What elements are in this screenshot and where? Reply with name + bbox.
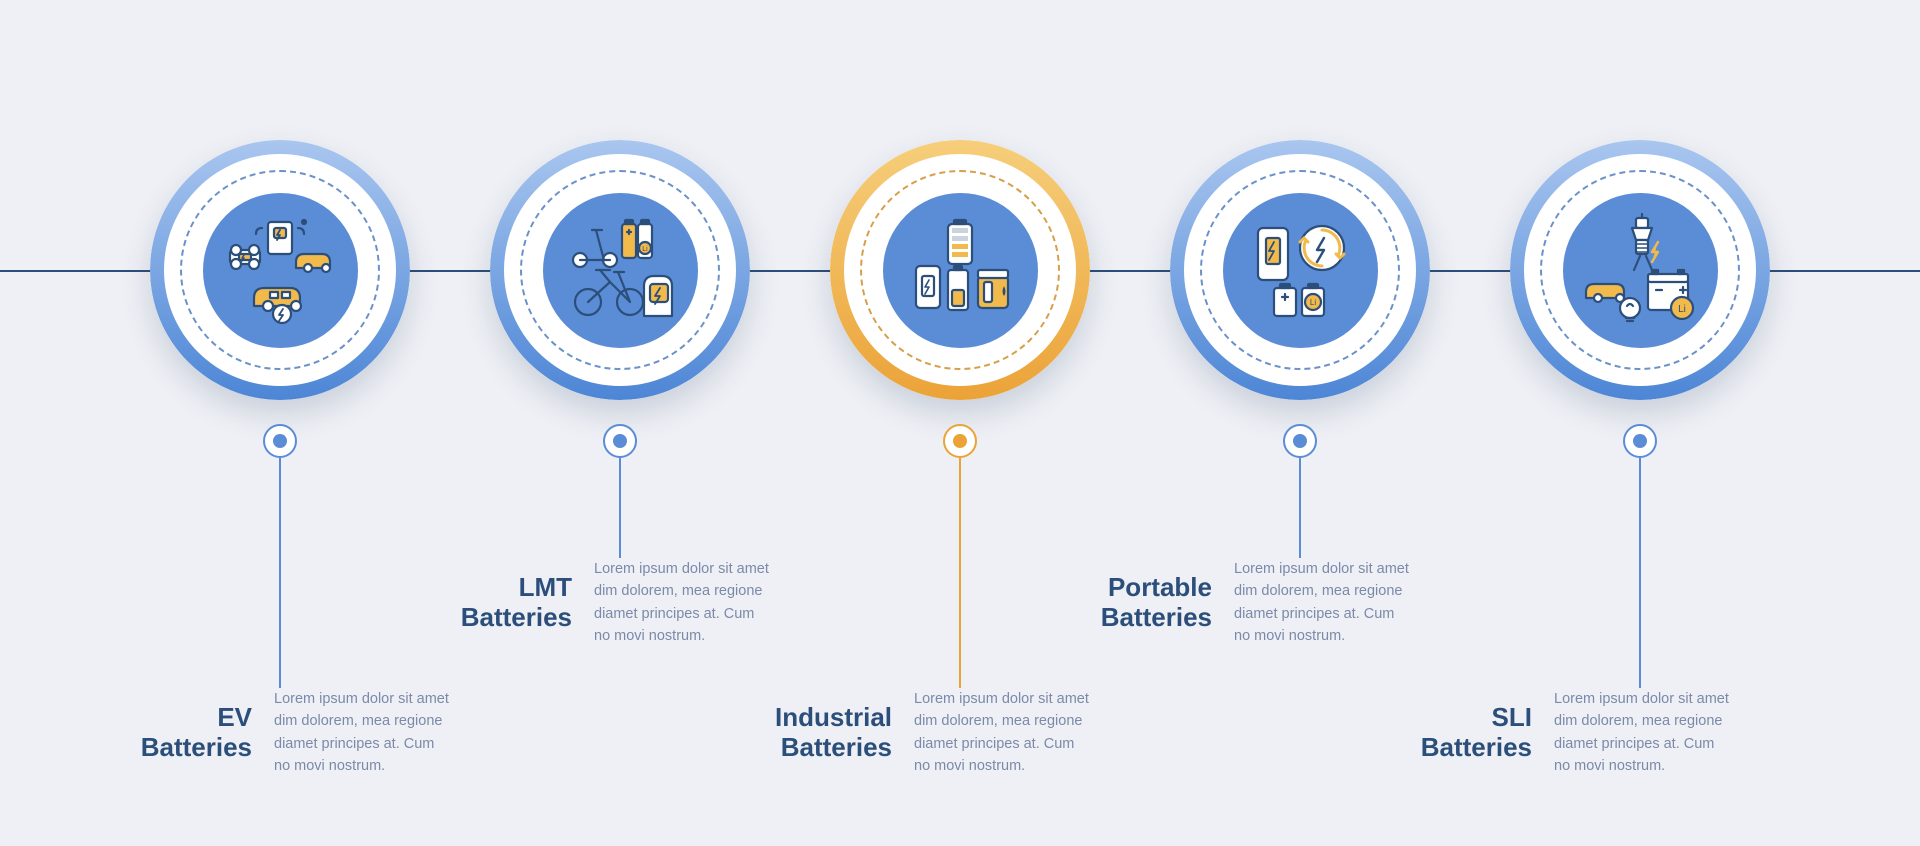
ring xyxy=(830,140,1090,400)
item-description: Lorem ipsum dolor sit amet dim dolorem, … xyxy=(1554,688,1732,778)
ring: Li xyxy=(1510,140,1770,400)
connector-stem xyxy=(619,458,621,558)
connector-stem xyxy=(1639,458,1641,688)
connector-node xyxy=(1283,424,1317,458)
svg-text:Li: Li xyxy=(1310,298,1316,307)
item-title: Industrial Batteries xyxy=(752,703,892,763)
ring xyxy=(150,140,410,400)
connector-node xyxy=(1623,424,1657,458)
svg-text:Li: Li xyxy=(1678,304,1686,315)
lmt-batteries-icon: Li xyxy=(543,193,698,348)
battery-item-sli: Li xyxy=(1500,140,1780,688)
ring: Li xyxy=(1170,140,1430,400)
text-block-portable: Portable Batteries Lorem ipsum dolor sit… xyxy=(1072,558,1412,648)
battery-item-industrial xyxy=(820,140,1100,688)
industrial-batteries-icon xyxy=(883,193,1038,348)
item-description: Lorem ipsum dolor sit amet dim dolorem, … xyxy=(914,688,1092,778)
connector-stem xyxy=(279,458,281,688)
item-title: Portable Batteries xyxy=(1072,573,1212,633)
infographic-row: Li xyxy=(0,140,1920,688)
connector-node xyxy=(943,424,977,458)
text-block-sli: SLI Batteries Lorem ipsum dolor sit amet… xyxy=(1392,688,1732,778)
text-block-industrial: Industrial Batteries Lorem ipsum dolor s… xyxy=(752,688,1092,778)
item-title: LMT Batteries xyxy=(432,573,572,633)
item-title: SLI Batteries xyxy=(1392,703,1532,763)
item-title: EV Batteries xyxy=(112,703,252,763)
connector-stem xyxy=(1299,458,1301,558)
connector-stem xyxy=(959,458,961,688)
connector-node xyxy=(603,424,637,458)
item-description: Lorem ipsum dolor sit amet dim dolorem, … xyxy=(274,688,452,778)
text-block-ev: EV Batteries Lorem ipsum dolor sit amet … xyxy=(112,688,452,778)
battery-item-ev xyxy=(140,140,420,688)
text-block-lmt: LMT Batteries Lorem ipsum dolor sit amet… xyxy=(432,558,772,648)
portable-batteries-icon: Li xyxy=(1223,193,1378,348)
sli-batteries-icon: Li xyxy=(1563,193,1718,348)
item-description: Lorem ipsum dolor sit amet dim dolorem, … xyxy=(1234,558,1412,648)
connector-node xyxy=(263,424,297,458)
svg-text:Li: Li xyxy=(642,246,648,253)
item-description: Lorem ipsum dolor sit amet dim dolorem, … xyxy=(594,558,772,648)
ring: Li xyxy=(490,140,750,400)
ev-batteries-icon xyxy=(203,193,358,348)
